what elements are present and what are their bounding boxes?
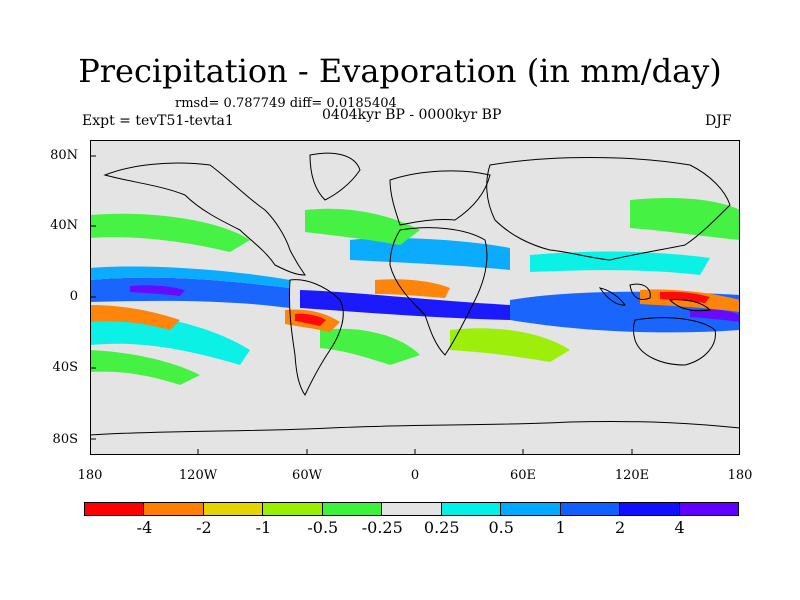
precipitation-field (90, 198, 740, 385)
colorbar-box (559, 502, 621, 516)
cyan-north-indian (530, 251, 710, 275)
stats-label: rmsd= 0.787749 diff= 0.0185404 (175, 96, 397, 111)
lat-label-80n: 80N (50, 148, 78, 163)
colorbar-label: -0.25 (361, 518, 403, 537)
green-southern (90, 350, 200, 385)
season-label: DJF (705, 113, 732, 129)
purple-spot-west (130, 285, 185, 296)
lon-label-180w: 180 (77, 468, 103, 483)
colorbar-label: 1 (555, 518, 566, 537)
map-plot (90, 140, 740, 455)
colorbar-label: 4 (674, 518, 685, 537)
colorbar-box (143, 502, 204, 516)
lon-label-60e: 60E (509, 468, 537, 483)
green-south-indian (450, 328, 570, 362)
lon-label-180e: 180 (727, 468, 753, 483)
coast-borneo (629, 283, 651, 300)
colorbar-label: 0.5 (488, 518, 514, 537)
colorbar-label: -0.5 (307, 518, 339, 537)
coast-africa (389, 227, 488, 356)
colorbar-box (262, 502, 323, 516)
blue-band-pacific (90, 277, 290, 308)
coastlines (90, 152, 740, 436)
colorbar-label: -4 (136, 518, 153, 537)
map-title: Precipitation - Evaporation (in mm/day) (78, 52, 722, 90)
coast-new-guinea (668, 299, 712, 312)
lon-label-120w: 120W (178, 468, 218, 483)
coast-south-america (288, 279, 344, 396)
lat-label-40n: 40N (50, 218, 78, 233)
lon-label-0: 0 (410, 468, 420, 483)
colorbar-box (678, 502, 739, 516)
colorbar-box (84, 502, 145, 516)
lat-label-0: 0 (69, 289, 78, 304)
lat-label-80s: 80S (52, 432, 78, 447)
red-south-america (295, 313, 326, 326)
colorbar-label: 0.25 (423, 518, 460, 537)
red-maritime (660, 291, 710, 303)
green-north-pacific (90, 213, 250, 252)
colorbar-box (321, 502, 383, 516)
lat-label-40s: 40S (52, 360, 78, 375)
colorbar-box (440, 502, 502, 516)
coast-greenland (309, 152, 361, 201)
tick-marks (90, 155, 633, 455)
cyan-south-pacific (90, 310, 250, 365)
green-south-atlantic (320, 328, 420, 365)
blue-band-west (90, 266, 290, 288)
colorbar (84, 502, 739, 516)
coast-antarctica (90, 420, 740, 436)
colorbar-label: -1 (255, 518, 272, 537)
purple-spot-east (690, 309, 740, 322)
period-label: 0404kyr BP - 0000kyr BP (322, 107, 502, 123)
cyan-north-pacific (350, 237, 510, 270)
colorbar-box (381, 502, 442, 516)
green-north-indian (630, 198, 740, 240)
colorbar-box (619, 502, 680, 516)
coast-north-america (103, 162, 306, 276)
blue-band-atlantic (300, 290, 510, 320)
coast-sumatra (598, 287, 626, 306)
experiment-label: Expt = tevT51-tevta1 (82, 113, 234, 129)
colorbar-label: -2 (196, 518, 212, 537)
coast-australia (633, 317, 716, 366)
orange-africa (375, 279, 450, 298)
colorbar-box (202, 502, 264, 516)
lon-label-120e: 120E (614, 468, 650, 483)
lon-label-60w: 60W (292, 468, 322, 483)
orange-east-pacific (90, 305, 180, 330)
coast-asia (486, 157, 731, 261)
coast-europe (389, 170, 491, 226)
colorbar-box (500, 502, 561, 516)
green-north-atlantic (305, 208, 420, 245)
colorbar-label: 2 (614, 518, 626, 537)
